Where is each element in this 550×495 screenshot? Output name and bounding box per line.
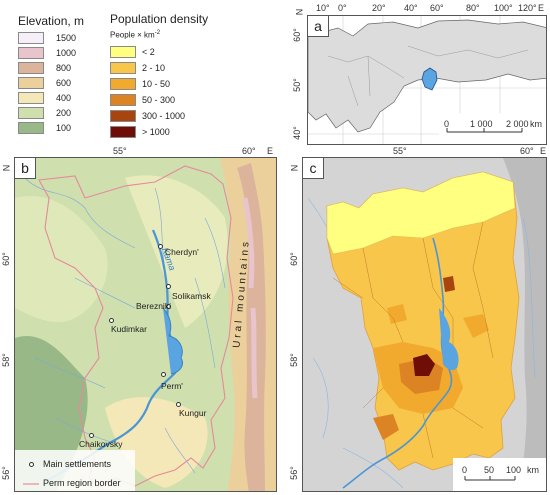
density-label-0: < 2	[142, 47, 155, 57]
legend-border-label: Perm region border	[43, 478, 121, 488]
scale-a-tick-0: 0	[444, 119, 450, 129]
density-legend-title: Population density	[110, 12, 209, 26]
panel-c-lat-60: 60°	[288, 252, 299, 266]
panel-c-density-map: c 0 50 100 km	[302, 157, 547, 492]
panel-b-lat-n: N	[1, 164, 12, 172]
city-label-chaikovsky: Chaikovsky	[79, 439, 123, 449]
panel-b-lat-58: 58°	[0, 353, 11, 367]
panel-b-lon-e: E	[267, 146, 274, 156]
panel-a-lon-100: 100°	[494, 3, 513, 13]
elevation-label-1500: 1500	[56, 33, 77, 43]
scale-c-tick-2: 100	[506, 465, 522, 475]
city-label-perm: Perm'	[161, 381, 183, 391]
panel-a-lon-80: 80°	[466, 3, 480, 13]
density-label-2: 10 - 50	[142, 79, 171, 89]
panel-c-lat-56: 56°	[288, 466, 299, 480]
density-swatch-0	[110, 46, 136, 58]
panel-a-overview-map: a 0 1 000 2 000 km	[307, 15, 547, 145]
panel-b-lat-56: 56°	[0, 466, 11, 480]
density-swatch-5	[110, 126, 136, 138]
panel-a-lat-50: 50°	[291, 78, 302, 92]
panel-b-lon-55: 55°	[113, 146, 127, 156]
settlement-marker-perm	[161, 372, 166, 377]
city-label-solikamsk: Solikamsk	[172, 291, 211, 301]
city-label-kungur: Kungur	[179, 408, 207, 418]
legend-settlement-symbol	[29, 462, 34, 467]
elevation-legend: Elevation, m 1500 1000 800 600 400 200 100	[14, 8, 104, 148]
density-swatch-1	[110, 62, 136, 74]
density-map-svg	[303, 158, 546, 491]
panel-a-label: a	[308, 16, 329, 37]
physical-map-svg	[15, 158, 276, 491]
scale-c-unit: km	[527, 465, 539, 475]
panel-b-physical-map: b Kama Ural mountains Cherdyn' Solikamsk…	[14, 157, 277, 492]
density-label-4: 300 - 1000	[142, 111, 186, 121]
density-legend: Population density People × km-2 < 2 2 - …	[106, 8, 296, 148]
scale-a-tick-1: 1 000	[470, 119, 493, 129]
panel-c-lat-n: N	[289, 164, 300, 172]
settlement-marker-kungur	[176, 402, 181, 407]
overview-map-svg	[308, 16, 546, 144]
panel-a-lon-120: 120°	[518, 3, 537, 13]
elevation-swatch-1000	[18, 47, 44, 59]
density-unit-text: People × km	[110, 30, 155, 40]
density-legend-unit: People × km-2	[110, 30, 160, 40]
perm-region-highlight	[421, 67, 438, 91]
density-swatch-3	[110, 94, 136, 106]
density-swatch-4	[110, 110, 136, 122]
density-swatch-2	[110, 78, 136, 90]
density-label-5: > 1000	[142, 127, 170, 137]
elevation-swatch-800	[18, 62, 44, 74]
elevation-label-800: 800	[56, 63, 72, 73]
city-label-kudimkar: Kudimkar	[111, 324, 147, 334]
panel-b-label: b	[15, 158, 36, 179]
settlement-marker-berezniki	[166, 304, 171, 309]
panel-a-lon-40: 40°	[404, 3, 418, 13]
scale-a-tick-2: 2 000	[506, 119, 529, 129]
perm-region-border	[38, 165, 234, 489]
panel-c-lat-58: 58°	[288, 353, 299, 367]
panel-b-lat-60: 60°	[0, 252, 11, 266]
elevation-label-400: 400	[56, 93, 72, 103]
panel-a-lat-40: 40°	[291, 126, 302, 140]
city-label-cherdyn: Cherdyn'	[165, 247, 199, 257]
panel-b-lon-60: 60°	[242, 146, 256, 156]
elevation-label-200: 200	[56, 108, 72, 118]
elevation-swatch-100	[18, 122, 44, 134]
panel-a-lat-60: 60°	[291, 28, 302, 42]
panel-c-lon-60: 60°	[520, 146, 534, 156]
settlement-marker-chaikovsky	[89, 433, 94, 438]
panel-a-lon-0: 0°	[338, 3, 347, 13]
density-unit-sup: -2	[154, 30, 161, 36]
elevation-label-100: 100	[56, 123, 72, 133]
panel-a-lon-20: 20°	[372, 3, 386, 13]
elevation-swatch-600	[18, 77, 44, 89]
panel-a-lon-e: E	[538, 3, 545, 13]
settlement-marker-kudimkar	[109, 318, 114, 323]
elevation-label-600: 600	[56, 78, 72, 88]
elevation-legend-title: Elevation, m	[18, 14, 85, 28]
scale-a-unit: km	[530, 119, 542, 129]
panel-a-lat-n: N	[294, 8, 305, 16]
elevation-swatch-400	[18, 92, 44, 104]
density-label-1: 2 - 10	[142, 63, 166, 73]
scale-c-tick-1: 50	[484, 465, 495, 475]
panel-a-lon-60: 60°	[430, 3, 444, 13]
legend-settlements-label: Main settlements	[43, 459, 112, 469]
settlement-marker-solikamsk	[166, 284, 171, 289]
panel-a-lon-10: 10°	[316, 3, 330, 13]
elevation-swatch-1500	[18, 32, 44, 44]
panel-c-lon-e: E	[540, 146, 547, 156]
density-label-3: 50 - 300	[142, 95, 176, 105]
scale-c-tick-0: 0	[462, 465, 468, 475]
settlement-marker-cherdyn	[158, 244, 163, 249]
elevation-swatch-200	[18, 107, 44, 119]
city-label-berezniki: Berezniki	[136, 301, 171, 311]
panel-c-lon-55: 55°	[393, 146, 407, 156]
elevation-label-1000: 1000	[56, 48, 77, 58]
panel-c-label: c	[303, 158, 324, 179]
